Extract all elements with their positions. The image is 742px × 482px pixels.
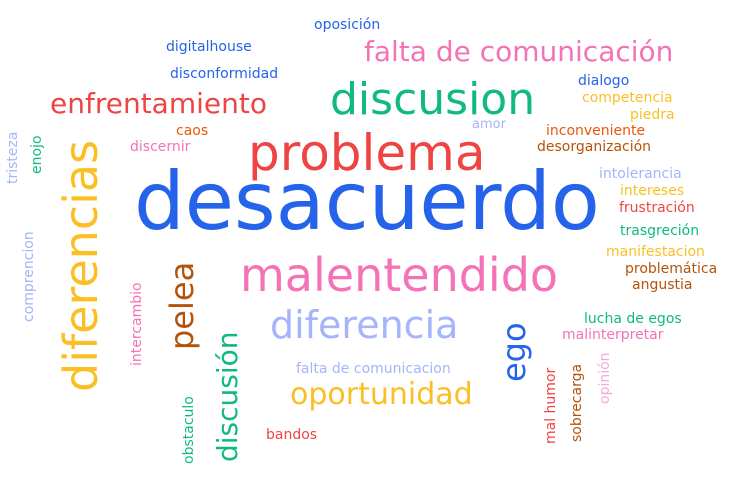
word-frustracion: frustración — [619, 200, 695, 216]
word-sobrecarga: sobrecarga — [569, 363, 585, 442]
word-discusion-accent: discusión — [211, 331, 244, 462]
word-ego: ego — [495, 322, 533, 382]
word-digitalhouse: digitalhouse — [166, 39, 252, 55]
word-angustia: angustia — [632, 277, 693, 293]
word-malinterpretar: malinterpretar — [562, 327, 664, 343]
word-intereses: intereses — [620, 183, 685, 199]
word-competencia: competencia — [582, 90, 673, 106]
word-discusion: discusion — [330, 74, 536, 125]
word-problematica: problemática — [625, 261, 718, 277]
word-falta-de-comunicacion-2: falta de comunicacion — [296, 361, 451, 377]
word-piedra: piedra — [630, 107, 675, 123]
word-comprencion: comprencion — [21, 231, 37, 322]
word-problema: problema — [248, 124, 486, 182]
word-diferencia: diferencia — [270, 303, 459, 347]
word-opinion: opinión — [597, 352, 613, 404]
word-bandos: bandos — [266, 427, 318, 443]
word-obstaculo: obstaculo — [181, 396, 197, 464]
word-amor: amor — [472, 117, 506, 132]
word-oportunidad: oportunidad — [290, 377, 473, 412]
word-enojo: enojo — [29, 135, 45, 174]
word-malentendido: malentendido — [240, 248, 559, 302]
word-oposicion: oposición — [314, 17, 381, 33]
word-lucha-de-egos: lucha de egos — [584, 311, 682, 327]
word-pelea: pelea — [163, 261, 201, 350]
word-tristeza: tristeza — [5, 131, 21, 184]
word-desorganizacion: desorganización — [537, 139, 652, 155]
word-manifestacion: manifestacion — [606, 244, 705, 260]
word-disconformidad: disconformidad — [170, 66, 279, 82]
word-inconveniente: inconveniente — [546, 123, 646, 139]
word-falta-de-comunicacion: falta de comunicación — [364, 35, 674, 68]
word-intolerancia: intolerancia — [599, 166, 682, 182]
word-trasgrecion: trasgreción — [620, 223, 700, 239]
word-diferencias: diferencias — [54, 139, 108, 392]
word-dialogo: dialogo — [578, 73, 630, 89]
word-enfrentamiento: enfrentamiento — [50, 87, 267, 120]
word-discernir: discernir — [130, 139, 191, 155]
word-intercambio: intercambio — [129, 282, 145, 366]
word-caos: caos — [176, 123, 209, 139]
word-mal-humor: mal humor — [543, 367, 559, 444]
word-desacuerdo: desacuerdo — [134, 155, 600, 248]
